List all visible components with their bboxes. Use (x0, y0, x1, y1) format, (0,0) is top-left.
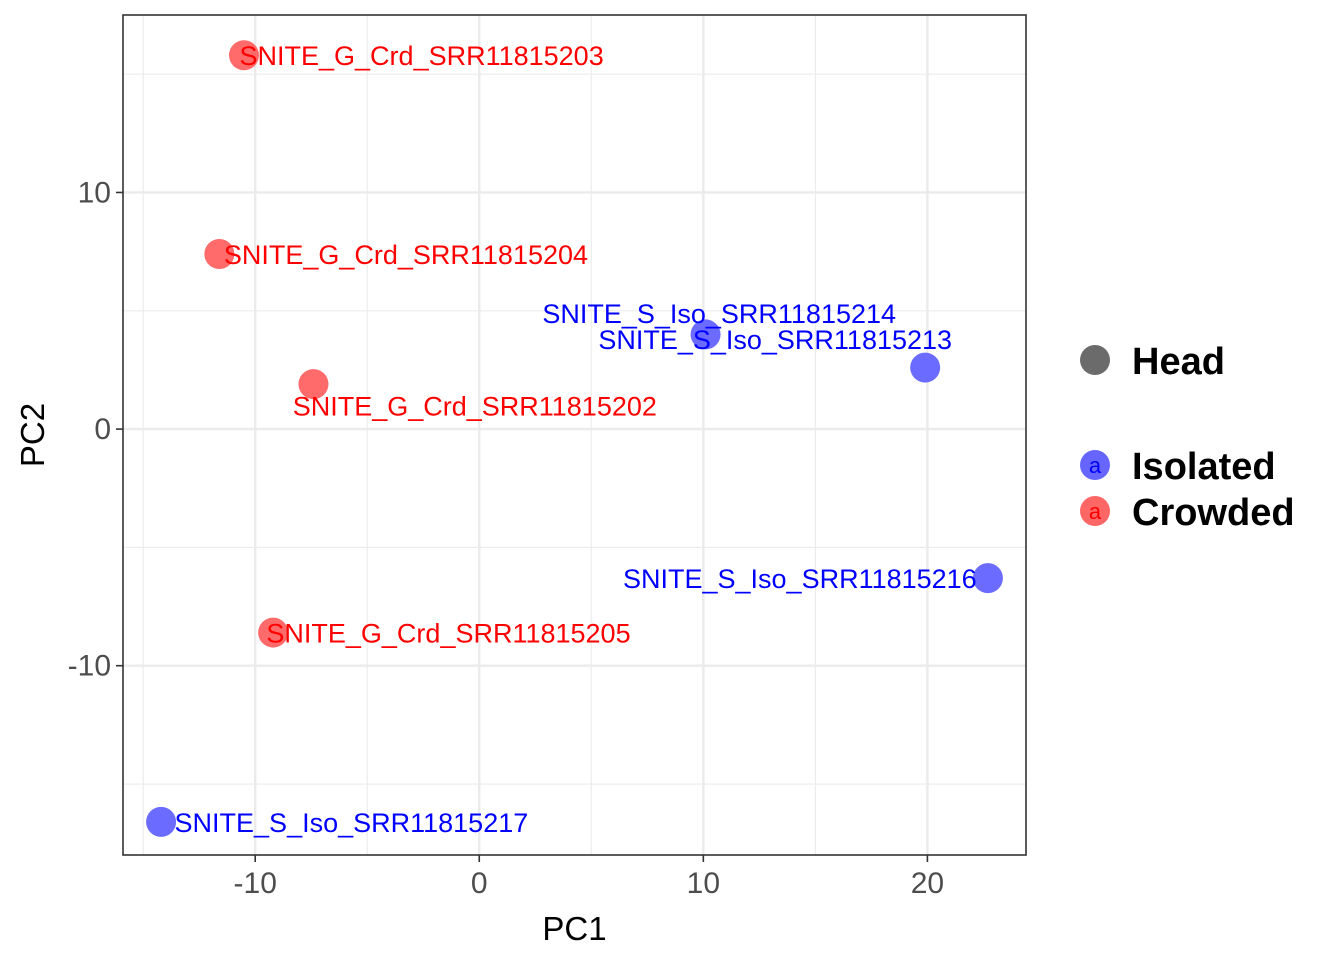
point-labels: SNITE_S_Iso_SRR11815214SNITE_S_Iso_SRR11… (175, 41, 977, 838)
data-label-crowded: SNITE_G_Crd_SRR11815204 (224, 240, 588, 270)
x-tick-label: -10 (234, 867, 277, 900)
panel-border (122, 14, 1027, 856)
legend-label-crowded: Crowded (1132, 492, 1295, 534)
data-label-crowded: SNITE_G_Crd_SRR11815203 (240, 41, 604, 71)
legend-label-head: Head (1132, 341, 1225, 383)
data-point-crowded (204, 238, 235, 269)
y-tick-label: -10 (68, 650, 111, 683)
data-label-crowded: SNITE_G_Crd_SRR11815202 (293, 391, 657, 421)
legend-label-isolated: Isolated (1132, 446, 1276, 488)
legend-key-head (1080, 345, 1110, 375)
data-point-crowded (298, 369, 329, 400)
grid-lines (123, 15, 1026, 855)
data-label-isolated: SNITE_S_Iso_SRR11815216 (623, 564, 977, 594)
data-label-isolated: SNITE_S_Iso_SRR11815213 (598, 325, 952, 355)
data-points (146, 40, 1003, 837)
data-point-isolated (690, 319, 721, 350)
legend-key-crowded (1080, 496, 1110, 526)
legend: Head a Isolated a Crowded (1080, 341, 1295, 534)
data-label-isolated: SNITE_S_Iso_SRR11815217 (175, 808, 529, 838)
data-point-isolated (146, 806, 177, 837)
axis-ticks: -10 0 10 20 -10 0 10 (68, 176, 944, 900)
legend-key-isolated (1080, 450, 1110, 480)
x-tick-label: 20 (911, 867, 944, 900)
panel-background (123, 15, 1026, 855)
legend-key-isolated-glyph: a (1089, 453, 1102, 478)
legend-key-crowded-glyph: a (1089, 499, 1102, 524)
data-label-isolated: SNITE_S_Iso_SRR11815214 (542, 299, 896, 329)
data-point-isolated (972, 563, 1003, 594)
x-tick-label: 0 (471, 867, 488, 900)
y-axis-title: PC2 (14, 403, 51, 467)
y-tick-label: 10 (78, 176, 111, 209)
x-tick-label: 10 (687, 867, 720, 900)
x-axis-title: PC1 (542, 910, 606, 947)
data-label-crowded: SNITE_G_Crd_SRR11815205 (266, 619, 630, 649)
data-point-isolated (910, 352, 941, 383)
data-point-crowded (228, 40, 259, 71)
y-tick-label: 0 (94, 413, 111, 446)
data-point-crowded (258, 617, 289, 648)
